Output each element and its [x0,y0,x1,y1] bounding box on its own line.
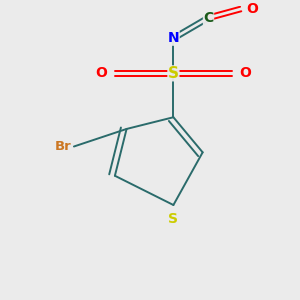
Text: C: C [203,11,214,25]
Text: O: O [96,66,108,80]
Text: S: S [168,66,179,81]
Text: O: O [239,66,251,80]
Text: N: N [168,31,179,45]
Text: Br: Br [54,140,71,153]
Text: O: O [247,2,258,16]
Text: S: S [168,212,178,226]
